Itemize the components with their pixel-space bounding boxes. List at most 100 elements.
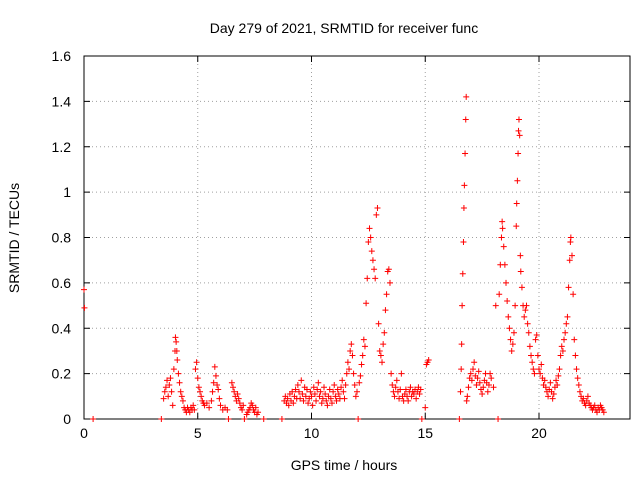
data-point (338, 384, 345, 391)
data-point (570, 291, 577, 298)
data-point (203, 400, 210, 407)
data-point (168, 388, 175, 395)
data-point (405, 397, 412, 404)
data-point (178, 393, 185, 400)
data-point (576, 388, 583, 395)
data-point (322, 391, 329, 398)
data-point (382, 307, 389, 314)
data-point (584, 393, 591, 400)
data-point (532, 336, 539, 343)
data-point (369, 257, 376, 264)
data-point (509, 341, 516, 348)
data-point (547, 379, 554, 386)
data-point (524, 320, 531, 327)
data-point (463, 93, 470, 100)
data-point (465, 384, 472, 391)
data-point (407, 384, 414, 391)
data-point (241, 416, 248, 422)
y-tick-label: 0.8 (52, 230, 72, 246)
data-point (533, 332, 540, 339)
data-point (214, 381, 221, 388)
data-point (550, 391, 557, 398)
data-point (343, 370, 350, 377)
data-point (471, 359, 478, 366)
data-point (252, 404, 259, 411)
data-point (331, 381, 338, 388)
data-point (514, 177, 521, 184)
data-point (393, 377, 400, 384)
data-point (515, 150, 522, 157)
data-point (374, 205, 381, 212)
data-point (385, 266, 392, 273)
data-point (538, 361, 545, 368)
x-tick-label: 5 (194, 425, 202, 441)
data-point (158, 416, 165, 422)
data-point (172, 334, 179, 341)
data-point (191, 406, 198, 413)
data-point (510, 329, 517, 336)
data-point (328, 400, 335, 407)
data-point (215, 386, 222, 393)
data-point (317, 388, 324, 395)
data-point (376, 347, 383, 354)
data-point (350, 370, 357, 377)
data-point (358, 361, 365, 368)
data-point (192, 366, 199, 373)
data-point (517, 252, 524, 259)
data-point (461, 182, 468, 189)
data-point (278, 416, 285, 422)
data-point (475, 368, 482, 375)
data-point (525, 329, 532, 336)
data-point (506, 325, 513, 332)
data-point (341, 395, 348, 402)
data-point (503, 279, 510, 286)
data-point (600, 409, 607, 416)
data-point (162, 384, 169, 391)
data-point (284, 395, 291, 402)
data-point (235, 395, 242, 402)
data-point (299, 391, 306, 398)
data-point (335, 391, 342, 398)
data-point (564, 313, 571, 320)
data-point (311, 391, 318, 398)
data-point (463, 397, 470, 404)
data-point (542, 384, 549, 391)
data-point (518, 284, 525, 291)
data-point (529, 359, 536, 366)
data-points (81, 93, 607, 422)
data-point (364, 275, 371, 282)
data-point (308, 393, 315, 400)
data-point (332, 393, 339, 400)
data-point (517, 268, 524, 275)
data-point (485, 381, 492, 388)
data-point (545, 393, 552, 400)
data-point (314, 386, 321, 393)
data-point (228, 379, 235, 386)
x-tick-label: 0 (80, 425, 88, 441)
data-point (568, 252, 575, 259)
data-point (425, 357, 432, 364)
data-point (572, 352, 579, 359)
data-point (464, 393, 471, 400)
y-tick-label: 0.2 (52, 366, 72, 382)
y-tick-label: 0.4 (52, 320, 72, 336)
data-point (371, 266, 378, 273)
data-point (591, 402, 598, 409)
data-point (368, 248, 375, 255)
data-point (467, 370, 474, 377)
data-point (575, 381, 582, 388)
data-point (373, 211, 380, 218)
data-point (212, 372, 219, 379)
data-point (392, 384, 399, 391)
data-point (323, 397, 330, 404)
data-point (176, 379, 183, 386)
data-point (210, 379, 217, 386)
data-point (416, 391, 423, 398)
data-point (355, 416, 362, 422)
data-point (294, 381, 301, 388)
data-point (534, 352, 541, 359)
data-point (458, 366, 465, 373)
data-point (508, 347, 515, 354)
data-point (574, 375, 581, 382)
data-point (310, 384, 317, 391)
